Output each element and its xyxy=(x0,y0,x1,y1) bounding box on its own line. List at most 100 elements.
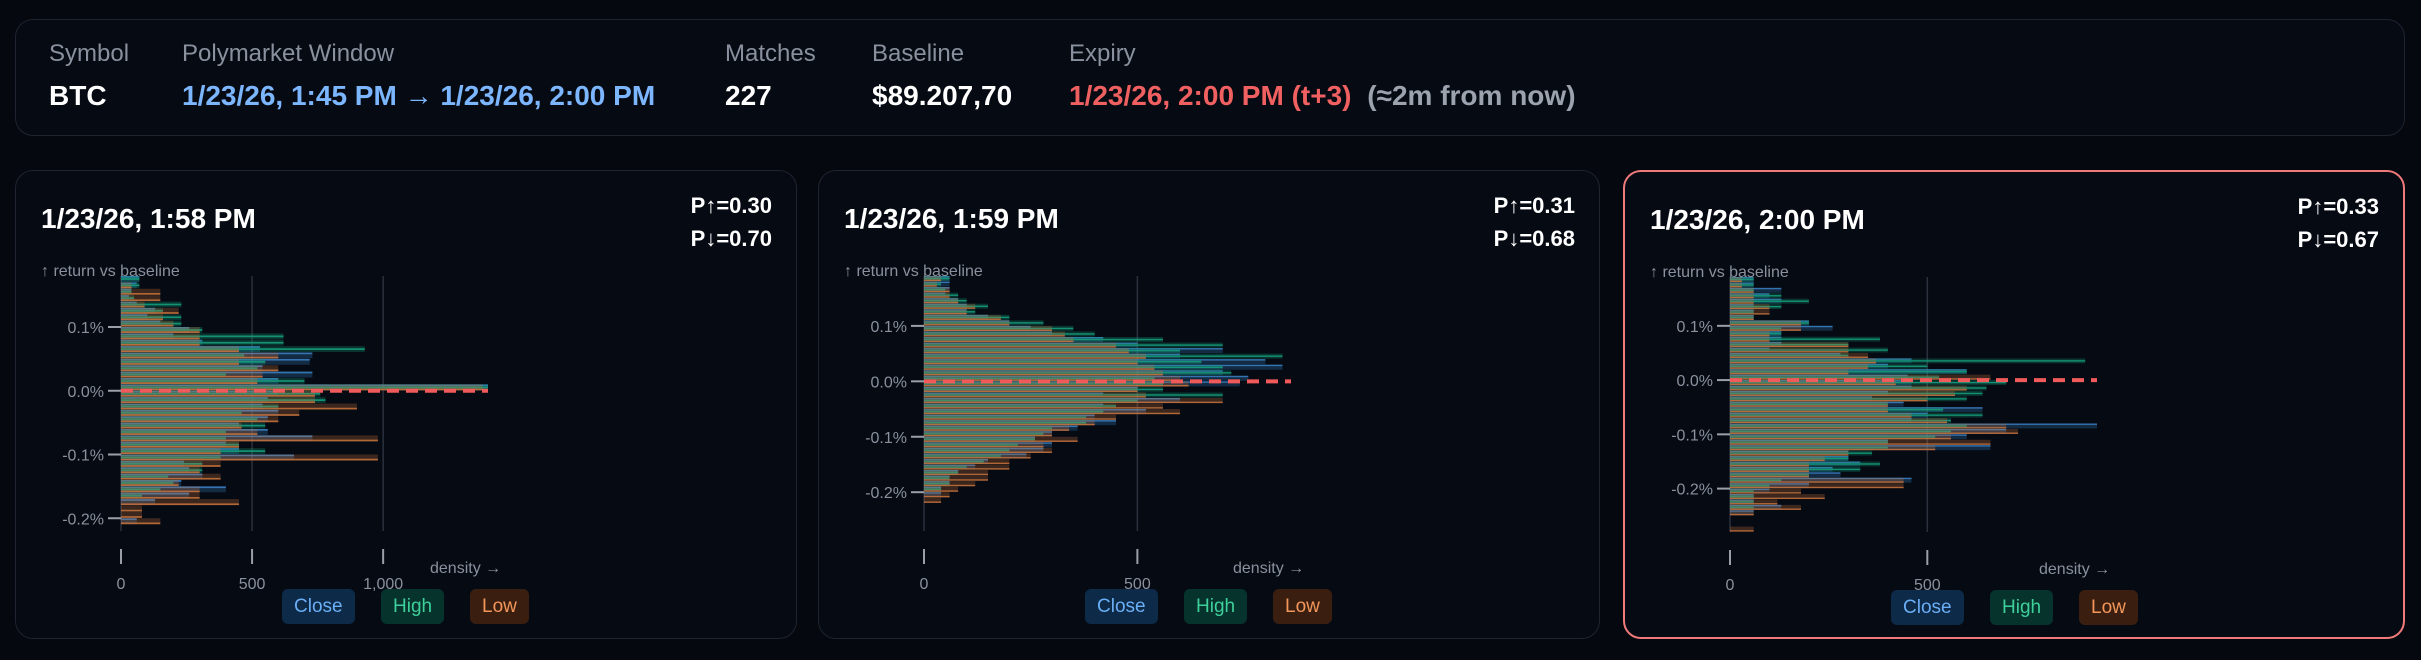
y-tick-label: 0.1% xyxy=(871,319,907,336)
close-bar xyxy=(924,342,1138,344)
high-bar xyxy=(1730,343,1849,346)
legend-high-button[interactable]: High xyxy=(381,589,445,624)
high-bar xyxy=(121,475,169,478)
high-bar-fill xyxy=(121,371,226,378)
high-bar xyxy=(121,450,266,452)
close-bar-fill xyxy=(121,518,137,525)
high-bar xyxy=(1730,392,1983,395)
low-bar-fill xyxy=(1730,293,1754,299)
probabilities: P↑=0.31 P↓=0.68 xyxy=(1494,189,1575,255)
low-bar-fill xyxy=(121,365,279,372)
high-bar-fill xyxy=(1730,456,1849,461)
high-bar xyxy=(121,341,284,344)
high-bar-fill xyxy=(121,327,203,333)
legend-close-button[interactable]: Close xyxy=(1085,589,1158,624)
high-bar-fill xyxy=(121,460,203,467)
high-bar-fill xyxy=(924,331,1095,337)
high-bar xyxy=(1730,376,1940,378)
low-bar xyxy=(924,418,1117,420)
high-bar xyxy=(1730,474,1809,476)
low-bar-fill xyxy=(1730,439,1991,445)
low-bar-fill xyxy=(924,325,1053,331)
high-bar xyxy=(1730,414,1983,416)
high-bar-fill xyxy=(924,392,1223,398)
close-bar xyxy=(924,492,942,494)
legend-high-button[interactable]: High xyxy=(1990,590,2054,625)
high-bar xyxy=(1730,398,1967,400)
high-bar-fill xyxy=(1730,412,1983,418)
close-bar xyxy=(121,314,148,316)
close-bar xyxy=(924,364,1283,367)
x-tick-label: 500 xyxy=(1914,577,1941,594)
low-bar-fill xyxy=(121,505,142,512)
legend-high-button[interactable]: High xyxy=(1184,589,1248,624)
legend-close-button[interactable]: Close xyxy=(1891,590,1964,625)
low-bar xyxy=(1730,362,1877,364)
y-tick-label: -0.2% xyxy=(1671,482,1713,499)
close-bar xyxy=(924,470,959,472)
low-bar xyxy=(121,375,263,378)
high-bar-fill xyxy=(924,458,984,464)
close-bar xyxy=(1730,363,1888,366)
close-bar xyxy=(1730,374,1908,377)
high-bar-fill xyxy=(924,464,967,470)
low-bar xyxy=(924,451,1053,453)
low-bar-fill xyxy=(1730,352,1869,358)
close-bar xyxy=(121,422,239,425)
low-bar-fill xyxy=(121,333,200,340)
high-bar xyxy=(121,322,182,325)
low-bar-fill xyxy=(1730,434,1951,440)
close-bar xyxy=(121,435,313,438)
y-tick-label: 0.1% xyxy=(1677,319,1713,336)
high-bar xyxy=(1730,322,1809,324)
low-bar xyxy=(1730,448,1936,451)
high-bar-fill xyxy=(924,447,1010,453)
close-bar xyxy=(121,276,140,278)
low-bar xyxy=(1730,508,1802,510)
card-title: 1/23/26, 2:00 PM xyxy=(1650,204,1865,235)
y-axis-label: ↑ return vs baseline xyxy=(1650,264,1789,281)
high-bar-fill xyxy=(121,422,266,429)
legend-low-button[interactable]: Low xyxy=(2079,590,2138,625)
high-bar-fill xyxy=(121,492,142,499)
high-bar xyxy=(924,333,1095,335)
low-bar-fill xyxy=(121,295,161,301)
low-bar-fill xyxy=(1730,336,1770,342)
legend-low-button[interactable]: Low xyxy=(1273,589,1332,624)
high-bar-fill xyxy=(924,481,950,487)
low-bar-fill xyxy=(924,276,942,282)
low-bar-fill xyxy=(924,431,1053,437)
low-bar xyxy=(1730,416,1912,418)
high-bar-fill xyxy=(121,314,182,321)
low-bar-fill xyxy=(1730,277,1742,282)
high-bar xyxy=(924,427,1053,429)
high-bar-fill xyxy=(924,486,942,492)
low-bar xyxy=(121,286,132,289)
close-bar xyxy=(924,458,989,461)
high-bar xyxy=(924,361,1202,363)
high-bar-fill xyxy=(1730,380,2007,386)
high-bar xyxy=(1730,506,1754,509)
high-bar-fill xyxy=(1730,331,1782,337)
low-bar xyxy=(924,351,1129,354)
close-bar xyxy=(1730,385,1912,387)
low-bar xyxy=(924,318,1001,320)
low-bar-fill xyxy=(1730,309,1770,315)
low-bar-fill xyxy=(924,481,976,487)
low-bar xyxy=(1730,427,2007,429)
matches-value: 227 xyxy=(725,80,772,111)
close-bar xyxy=(924,292,946,295)
low-bar xyxy=(121,350,239,353)
high-bar-fill xyxy=(924,287,946,293)
low-bar-fill xyxy=(121,448,221,454)
low-bar xyxy=(1730,443,1991,445)
low-bar-fill xyxy=(924,436,1078,442)
low-bar-fill xyxy=(121,467,200,474)
legend-low-button[interactable]: Low xyxy=(470,589,529,624)
high-bar-fill xyxy=(121,390,321,397)
close-bar xyxy=(924,353,1181,356)
y-tick-label: 0.0% xyxy=(871,374,907,391)
low-bar xyxy=(1730,356,1869,358)
legend-close-button[interactable]: Close xyxy=(282,589,355,624)
card-title: 1/23/26, 1:59 PM xyxy=(844,203,1059,234)
